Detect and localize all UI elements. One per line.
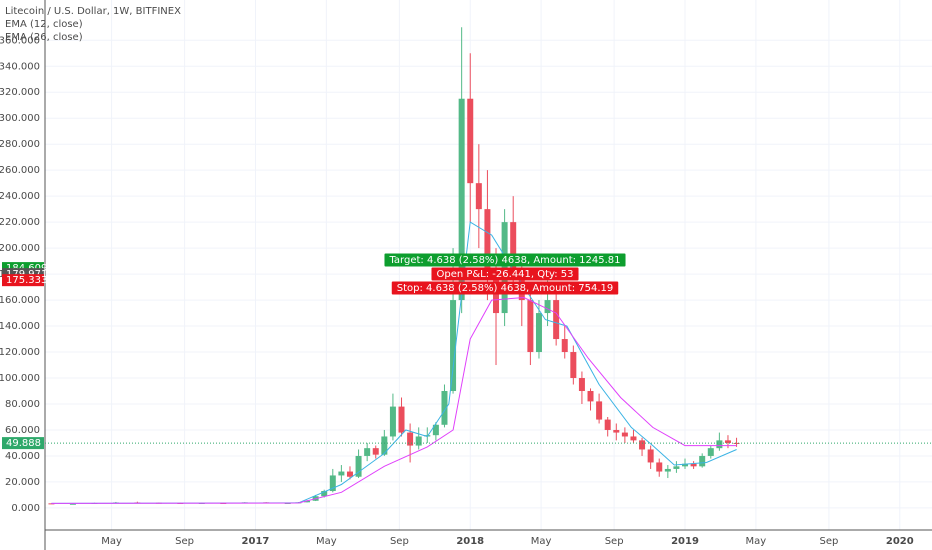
- x-tick-label: 2020: [886, 536, 914, 547]
- candle-body: [398, 406, 405, 433]
- order-text: Open P&L: -26.441, Qty: 53: [436, 269, 573, 280]
- candle-body: [587, 391, 594, 402]
- candle-body: [553, 300, 560, 340]
- candle-body: [484, 209, 491, 275]
- y-tick-label: 280.000: [0, 139, 40, 150]
- candle-body: [321, 491, 328, 497]
- order-text: Target: 4.638 (2.58%) 4638, Amount: 1245…: [388, 255, 620, 266]
- order-box: [431, 267, 579, 281]
- candle-body: [604, 419, 611, 430]
- x-tick-label: May: [101, 536, 122, 547]
- candle-body: [621, 432, 628, 437]
- y-tick-label: 340.000: [0, 61, 40, 72]
- candle-body: [458, 98, 465, 301]
- candle-body: [355, 455, 362, 477]
- order-box: [391, 281, 619, 295]
- x-tick-label: Sep: [175, 536, 194, 547]
- candle-body: [716, 440, 723, 449]
- candle-body: [407, 432, 414, 446]
- candle-body: [450, 300, 457, 392]
- candle-body: [346, 471, 353, 477]
- candle-body: [613, 429, 620, 433]
- y-tick-label: 240.000: [0, 191, 40, 202]
- x-tick-label: May: [316, 536, 337, 547]
- candle-body: [647, 449, 654, 463]
- y-tick-label: 80.000: [5, 399, 40, 410]
- candle-body: [329, 475, 336, 492]
- x-tick-label: May: [746, 536, 767, 547]
- x-tick-label: Sep: [390, 536, 409, 547]
- y-tick-label: 260.000: [0, 165, 40, 176]
- candle-body: [475, 183, 482, 210]
- y-tick-label: 60.000: [5, 425, 40, 436]
- candle-body: [596, 401, 603, 420]
- candle-body: [510, 222, 517, 275]
- candle-body: [338, 471, 345, 476]
- candle-body: [733, 442, 740, 444]
- candle-body: [578, 378, 585, 392]
- price-label-box: [2, 274, 44, 287]
- candle-body: [467, 98, 474, 184]
- candle-body: [664, 468, 671, 472]
- x-tick-label: 2017: [242, 536, 270, 547]
- candle-body: [432, 424, 439, 436]
- candle-body: [630, 436, 637, 441]
- y-tick-label: 200.000: [0, 243, 40, 254]
- price-label-box: [2, 437, 44, 450]
- order-box: [384, 253, 626, 267]
- candle-body: [527, 300, 534, 353]
- ema-line: [51, 296, 737, 504]
- candle-body: [690, 463, 697, 467]
- order-label: Stop: 4.638 (2.58%) 4638, Amount: 754.19: [391, 281, 619, 295]
- order-label: Target: 4.638 (2.58%) 4638, Amount: 1245…: [384, 253, 626, 267]
- candle-body: [561, 339, 568, 353]
- candle-body: [724, 440, 731, 443]
- candle-body: [707, 448, 714, 456]
- order-text: Stop: 4.638 (2.58%) 4638, Amount: 754.19: [397, 283, 613, 294]
- x-tick-label: 2019: [671, 536, 699, 547]
- candle-body: [364, 448, 371, 456]
- x-tick-label: Sep: [819, 536, 838, 547]
- candle-body: [381, 436, 388, 455]
- x-tick-label: May: [531, 536, 552, 547]
- candle-body: [682, 463, 689, 467]
- candle-body: [304, 500, 311, 503]
- candle-body: [673, 466, 680, 469]
- price-label: 49.888: [6, 438, 41, 449]
- candle-body: [544, 300, 551, 314]
- candle-body: [639, 440, 646, 450]
- candle-body: [372, 448, 379, 455]
- y-tick-label: 20.000: [5, 477, 40, 488]
- candle-body: [656, 462, 663, 472]
- candle-body: [69, 503, 76, 505]
- order-label: Open P&L: -26.441, Qty: 53: [431, 267, 579, 281]
- chart-title: Litecoin / U.S. Dollar, 1W, BITFINEX: [5, 6, 181, 17]
- y-tick-label: 360.000: [0, 35, 40, 46]
- legend-entry: EMA (26, close): [5, 32, 83, 43]
- x-tick-label: 2018: [456, 536, 484, 547]
- candle-body: [441, 391, 448, 425]
- legend-entry: EMA (12, close): [5, 19, 83, 30]
- candle-body: [699, 455, 706, 467]
- y-tick-label: 120.000: [0, 347, 40, 358]
- y-tick-label: 100.000: [0, 373, 40, 384]
- x-tick-label: Sep: [605, 536, 624, 547]
- y-tick-label: 320.000: [0, 87, 40, 98]
- candle-body: [389, 406, 396, 437]
- y-tick-label: 220.000: [0, 217, 40, 228]
- price-label: 175.333: [6, 275, 47, 286]
- y-tick-label: 300.000: [0, 113, 40, 124]
- candle-body: [535, 313, 542, 353]
- y-tick-label: 40.000: [5, 451, 40, 462]
- candle-body: [570, 352, 577, 379]
- y-tick-label: 160.000: [0, 295, 40, 306]
- y-tick-label: 140.000: [0, 321, 40, 332]
- y-tick-label: 0.000: [11, 503, 40, 514]
- candle-body: [415, 436, 422, 446]
